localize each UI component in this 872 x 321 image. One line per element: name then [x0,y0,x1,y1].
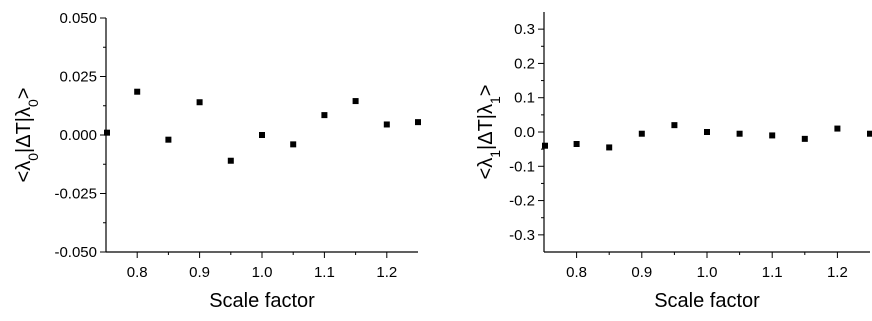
data-point [736,130,743,137]
y-tick-label: -0.3 [509,227,535,244]
y-axis-title-mid: |ΔT|λ [475,104,497,150]
y-tick-label: -0.025 [54,186,97,203]
y-axis-title-close: > [475,85,497,97]
data-point [638,130,645,137]
x-axis-title: Scale factor [209,290,315,312]
chart-panel-1: -0.050 -0.025 0.000 0.025 0.050 0.8 0.9 1.0 1.1 1… [13,10,421,312]
data-point [227,157,234,164]
y-tick-label: 0.2 [514,55,535,72]
y-axis-title-close: > [13,88,35,100]
y-axis-title-open: <λ [475,158,497,180]
x-tick-label: 1.2 [827,264,848,281]
data-point [259,132,265,138]
y-axis-title: <λ1|ΔT|λ1> [475,85,503,180]
y-tick-label: 0.000 [59,127,97,144]
x-tick-label: 0.9 [631,264,652,281]
data-point [415,119,421,126]
x-tick-label: 0.8 [566,264,587,281]
data-point [801,135,808,142]
y-tick-label: 0.3 [514,21,535,38]
y-axis-title-sub1: 1 [487,150,503,158]
data-point [290,141,297,148]
data-point [769,132,776,139]
y-axis-title: <λ0|ΔT|λ0> [13,88,41,183]
data-point [134,88,141,95]
y-tick-label: -0.050 [54,244,97,261]
data-point [383,121,390,128]
data-point [542,142,548,149]
y-tick-label: -0.1 [509,158,535,175]
y-axis-title-open: <λ [13,161,35,183]
data-point [704,129,710,135]
y-tick-label: 0.050 [59,10,97,27]
x-tick-label: 1.0 [252,264,273,281]
y-tick-label: -0.2 [509,193,535,210]
data-point [606,144,613,151]
x-axis-title: Scale factor [654,290,760,312]
x-tick-label: 1.0 [697,264,718,281]
data-point [671,122,678,129]
x-tick-label: 0.8 [127,264,148,281]
chart-panel-2: -0.3 -0.2 -0.1 0.0 0.1 0.2 0.3 0.8 0.9 1.0 1.1 1.2 S… [475,12,872,312]
data-point [352,98,359,105]
data-point [196,99,203,106]
x-tick-label: 0.9 [189,264,210,281]
y-axis-title-sub2: 1 [487,96,503,104]
y-axis-title-mid: |ΔT|λ [13,107,35,153]
data-point [321,112,328,119]
y-tick-label: 0.1 [514,90,535,107]
data-point [834,125,841,132]
data-point [104,129,110,136]
y-axis-title-sub1: 0 [25,153,41,161]
y-tick-label: 0.0 [514,124,535,141]
data-point [867,130,872,137]
x-tick-label: 1.2 [376,264,397,281]
data-point [573,141,580,147]
data-point [165,136,172,143]
y-tick-label: 0.025 [59,69,97,86]
x-tick-label: 1.1 [762,264,783,281]
x-tick-label: 1.1 [314,264,335,281]
y-axis-title-sub2: 0 [25,99,41,107]
